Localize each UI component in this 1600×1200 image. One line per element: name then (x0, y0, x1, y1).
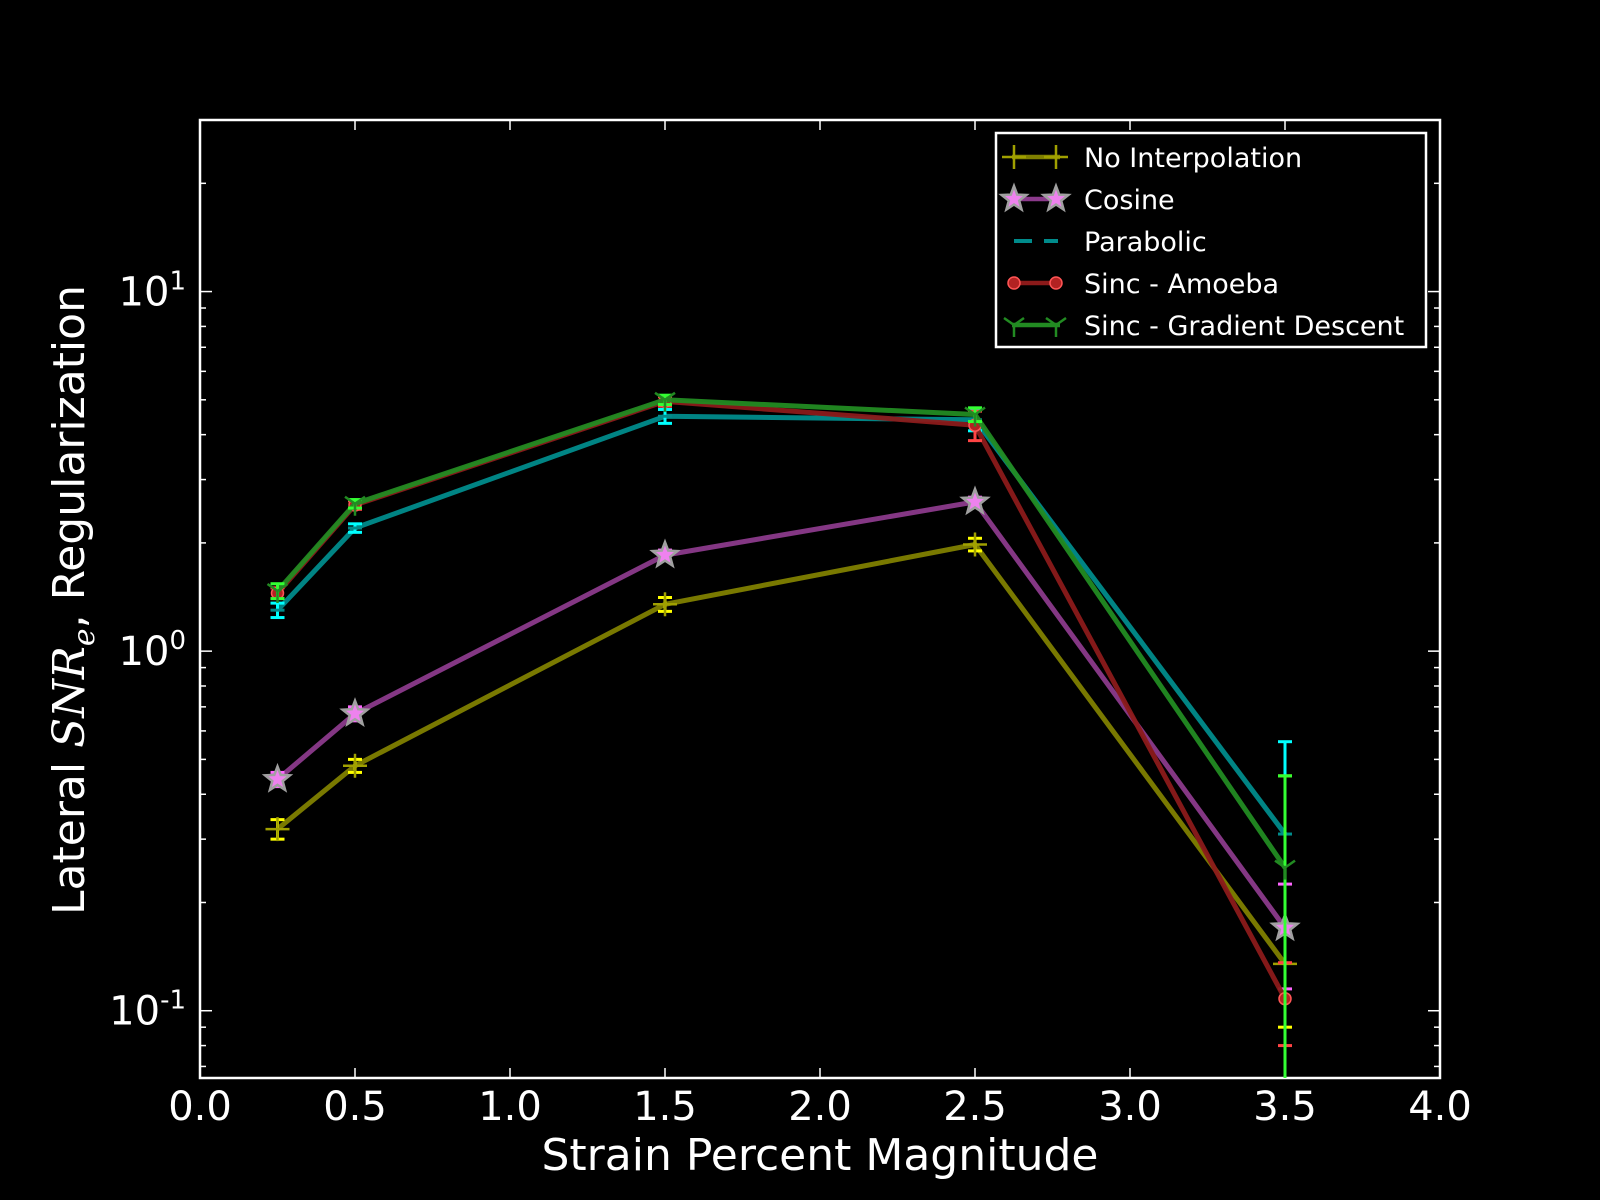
legend-marker (1045, 316, 1067, 337)
x-tick-label: 1.5 (633, 1084, 697, 1130)
y-tick-label: 100 (119, 626, 186, 675)
tri-marker-right (276, 582, 289, 593)
x-tick-label: 1.0 (478, 1084, 542, 1130)
legend-label: Sinc - Gradient Descent (1084, 311, 1404, 342)
tri-marker-left (266, 582, 279, 593)
x-tick-labels: 0.0 0.5 1.0 1.5 2.0 2.5 3.0 3.5 4.0 (168, 1084, 1472, 1130)
data-point (964, 406, 986, 427)
tri-marker-left (1274, 859, 1286, 869)
x-tick-label: 3.5 (1253, 1084, 1317, 1130)
x-tick-label: 2.0 (788, 1084, 852, 1130)
y-axis-title-suffix: , Regularization (44, 285, 95, 628)
legend-marker (1007, 276, 1021, 290)
legend-marker (1040, 182, 1072, 213)
tri-marker-right (1013, 316, 1025, 327)
series-sinc-gradient-descent (266, 391, 1296, 1078)
legend-label: Sinc - Amoeba (1084, 269, 1279, 300)
data-point (653, 592, 677, 617)
x-axis-title: Strain Percent Magnitude (542, 1130, 1099, 1181)
legend-label: Cosine (1084, 185, 1175, 216)
tri-marker-right (974, 406, 986, 416)
data-point (959, 485, 991, 516)
data-point (339, 697, 371, 728)
data-point (654, 391, 676, 412)
tri-marker-right (354, 495, 366, 505)
data-point (265, 817, 290, 842)
legend-entry: Cosine (998, 182, 1175, 216)
legend-entry: Parabolic (1014, 227, 1207, 258)
legend-box (994, 131, 1428, 349)
data-point (963, 532, 987, 557)
x-tick-label: 4.0 (1408, 1084, 1472, 1130)
y-axis-title-prefix: Lateral (44, 748, 95, 915)
series-no-interpolation (265, 532, 1297, 1029)
series-layer (261, 391, 1301, 1078)
series-sinc-amoeba (270, 394, 1292, 1048)
data-point (266, 582, 289, 603)
x-tick-label: 3.0 (1098, 1084, 1162, 1130)
x-tick-label: 0.0 (168, 1084, 232, 1130)
y-axis-title: Lateral SNRe, Regularization (44, 285, 102, 915)
data-point (649, 538, 681, 569)
tri-marker-left (654, 391, 666, 401)
legend-marker (1003, 316, 1025, 337)
series-parabolic (270, 407, 1292, 1078)
tri-marker-left (964, 406, 976, 416)
x-tick-label: 2.5 (943, 1084, 1007, 1130)
legend-entry: No Interpolation (1002, 143, 1302, 174)
tri-marker-right (1055, 316, 1067, 327)
legend-marker (1044, 145, 1068, 169)
data-point (261, 762, 294, 793)
x-tick-label: 0.5 (323, 1084, 387, 1130)
y-tick-label: 101 (119, 267, 186, 316)
legend-entry: Sinc - Gradient Descent (1003, 311, 1404, 342)
series-line (275, 398, 1288, 1000)
legend-marker (1049, 276, 1063, 290)
data-point (343, 753, 367, 778)
y-axis-title-symbol: SNR (44, 646, 95, 748)
tri-marker-left (1045, 316, 1057, 327)
tri-marker-right (1284, 859, 1296, 869)
y-tick-label: 10-1 (109, 986, 186, 1035)
legend-label: No Interpolation (1084, 143, 1302, 174)
tri-marker-left (344, 495, 356, 505)
legend-marker (998, 182, 1030, 213)
legend-label: Parabolic (1084, 227, 1207, 258)
series-line (275, 542, 1288, 966)
y-axis-title-subscript: e (67, 628, 102, 646)
tri-marker-left (1003, 316, 1015, 327)
plot-area (198, 118, 1442, 1080)
legend-marker (1002, 145, 1026, 169)
legend: No Interpolation Cosine Parabolic Sinc - Am… (994, 131, 1428, 349)
data-point (344, 495, 366, 516)
y-tick-labels: 10-1 100 101 (109, 267, 186, 1035)
legend-entry: Sinc - Amoeba (1007, 269, 1279, 300)
tri-marker-right (664, 391, 676, 401)
data-point (1274, 859, 1296, 880)
